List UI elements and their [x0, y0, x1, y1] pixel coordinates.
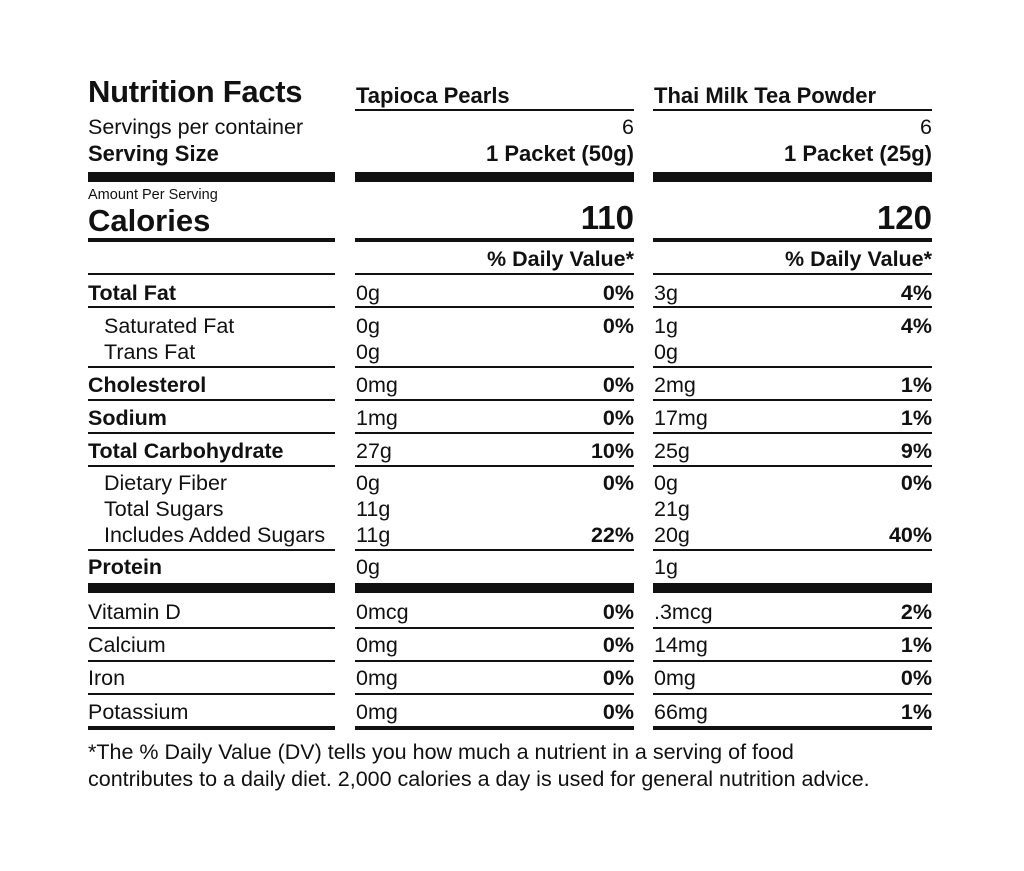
vitamin-dv: 0%: [900, 666, 932, 690]
servings-tapioca: 6: [622, 115, 634, 139]
vitamin-dv: 2%: [900, 600, 932, 624]
nutrient-amount: 11g: [356, 523, 391, 547]
vitamin-dv: 0%: [602, 633, 634, 657]
nutrient-label: Total Sugars: [104, 497, 224, 521]
nutrient-amount: 21g: [654, 497, 690, 521]
vitamin-dv: 1%: [900, 633, 932, 657]
nutrient-label: Total Carbohydrate: [88, 439, 284, 463]
nutrient-amount: 0g: [356, 340, 380, 364]
nutrient-amount: 20g: [654, 523, 690, 547]
nutrient-amount: 0g: [356, 555, 380, 579]
serving-size-label: Serving Size: [88, 141, 219, 166]
vitamin-amount: 0mg: [356, 700, 398, 724]
calories-label: Calories: [88, 203, 211, 238]
nutrient-dv: 4%: [900, 314, 932, 338]
vitamin-dv: 0%: [602, 700, 634, 724]
product-name-milk-tea: Thai Milk Tea Powder: [654, 83, 877, 108]
nutrient-amount: 0g: [356, 314, 380, 338]
calories-milk-tea: 120: [876, 199, 932, 236]
nutrient-dv: 0%: [602, 471, 634, 495]
nutrient-amount: 1mg: [356, 406, 398, 430]
vitamin-amount: 14mg: [654, 633, 708, 657]
vitamin-label: Vitamin D: [88, 600, 181, 624]
nutrient-amount: 2mg: [654, 373, 696, 397]
vitamin-amount: 0mcg: [356, 600, 409, 624]
vitamin-label: Iron: [88, 666, 126, 690]
daily-value-header-tapioca: % Daily Value*: [487, 247, 634, 271]
vitamin-amount: 0mg: [356, 633, 398, 657]
nutrient-amount: 0g: [654, 471, 678, 495]
vitamin-amount: .3mcg: [654, 600, 713, 624]
vitamin-dv: 0%: [602, 666, 634, 690]
nutrient-dv: 1%: [900, 373, 932, 397]
nutrient-dv: 4%: [900, 281, 932, 305]
nutrient-dv: 10%: [590, 439, 634, 463]
nutrient-amount: 27g: [356, 439, 392, 463]
nutrient-dv: 0%: [900, 471, 932, 495]
vitamin-label: Potassium: [88, 700, 189, 724]
nutrient-dv: 1%: [900, 406, 932, 430]
nutrient-label: Saturated Fat: [104, 314, 235, 338]
calories-tapioca: 110: [580, 199, 634, 236]
nutrient-amount: 25g: [654, 439, 690, 463]
servings-per-container-label: Servings per container: [88, 115, 304, 139]
footnote-line-1: *The % Daily Value (DV) tells you how mu…: [88, 740, 794, 764]
nutrient-amount: 0g: [356, 281, 380, 305]
nutrient-label: Total Fat: [88, 281, 176, 305]
nutrient-dv: 0%: [602, 281, 634, 305]
nutrient-label: Includes Added Sugars: [104, 523, 326, 547]
nutrition-facts-title: Nutrition Facts: [88, 74, 303, 109]
nutrient-label: Sodium: [88, 406, 167, 430]
servings-milk-tea: 6: [920, 115, 932, 139]
footnote-line-2: contributes to a daily diet. 2,000 calor…: [88, 767, 870, 791]
nutrient-amount: 0g: [356, 471, 380, 495]
serving-size-tapioca: 1 Packet (50g): [486, 141, 634, 166]
nutrient-label: Cholesterol: [88, 373, 207, 397]
nutrient-dv: 0%: [602, 314, 634, 338]
vitamin-label: Calcium: [88, 633, 166, 657]
nutrient-amount: 1g: [654, 555, 678, 579]
nutrient-label: Trans Fat: [104, 340, 196, 364]
nutrient-dv: 40%: [888, 523, 932, 547]
serving-size-milk-tea: 1 Packet (25g): [784, 141, 932, 166]
nutrient-label: Protein: [88, 555, 163, 579]
vitamin-amount: 0mg: [654, 666, 696, 690]
nutrient-label: Dietary Fiber: [104, 471, 228, 495]
amount-per-serving-label: Amount Per Serving: [88, 187, 218, 203]
vitamin-dv: 1%: [900, 700, 932, 724]
nutrient-dv: 22%: [590, 523, 634, 547]
daily-value-header-milk-tea: % Daily Value*: [785, 247, 932, 271]
vitamin-dv: 0%: [602, 600, 634, 624]
vitamin-amount: 66mg: [654, 700, 708, 724]
product-name-tapioca: Tapioca Pearls: [356, 83, 510, 108]
vitamin-amount: 0mg: [356, 666, 398, 690]
nutrient-amount: 11g: [356, 497, 391, 521]
nutrient-dv: 0%: [602, 373, 634, 397]
nutrient-amount: 0mg: [356, 373, 398, 397]
nutrient-dv: 9%: [900, 439, 932, 463]
nutrient-amount: 0g: [654, 340, 678, 364]
nutrient-dv: 0%: [602, 406, 634, 430]
nutrient-amount: 1g: [654, 314, 678, 338]
nutrient-amount: 17mg: [654, 406, 708, 430]
nutrient-amount: 3g: [654, 281, 678, 305]
